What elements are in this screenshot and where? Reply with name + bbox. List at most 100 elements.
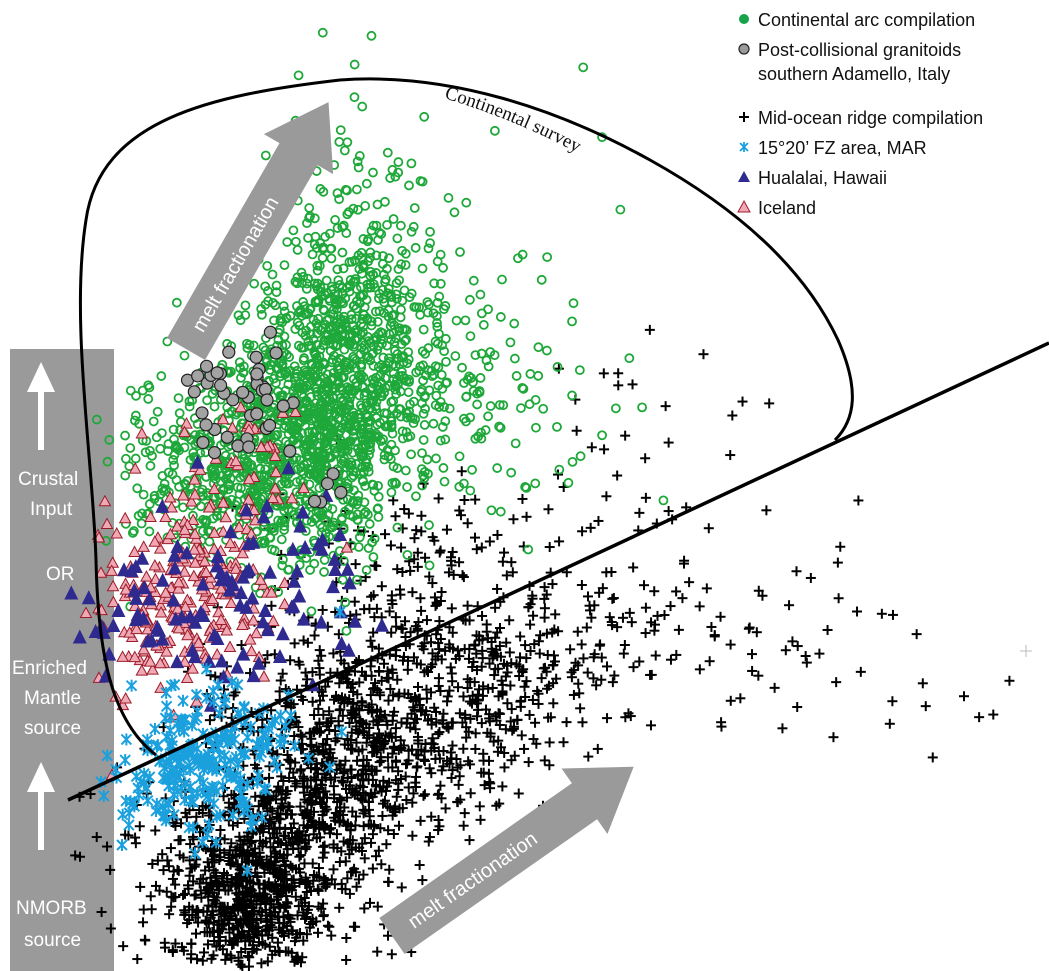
mor-point [300, 667, 311, 678]
mor-point [626, 617, 637, 628]
mor-point [296, 764, 307, 775]
legend: Continental arc compilation Post-collisi… [730, 8, 1045, 226]
arc-point [178, 502, 189, 513]
mor-point [583, 591, 594, 602]
iceland-point [249, 626, 263, 639]
mor-point [769, 682, 780, 693]
mor-point [411, 771, 422, 782]
mor-point [581, 622, 592, 633]
mor-point [1004, 675, 1015, 686]
mor-point [433, 680, 444, 691]
mor-point [504, 647, 515, 658]
mor-point [703, 523, 714, 534]
mor-point [261, 924, 272, 935]
mor-point [607, 593, 618, 604]
mor-point [166, 891, 177, 902]
arc-point [438, 463, 449, 473]
mor-point [464, 835, 475, 846]
mor-point [377, 810, 388, 821]
mor-point [197, 955, 208, 966]
mor-point [433, 493, 444, 504]
mor-point [218, 791, 229, 802]
mor-point [455, 510, 466, 521]
mor-point [535, 630, 546, 641]
fz-point [212, 678, 224, 691]
mor-point [320, 786, 331, 797]
mor-point [576, 580, 587, 591]
mor-point [447, 740, 458, 751]
arc-point [349, 92, 360, 103]
mor-point [417, 875, 428, 886]
arc-point [467, 464, 477, 475]
mor-point [390, 612, 401, 623]
mor-point [265, 864, 276, 875]
mor-point [289, 956, 300, 967]
mor-point [244, 936, 255, 947]
fz-point [190, 688, 203, 701]
mor-point [277, 668, 288, 679]
arc-point [425, 226, 435, 237]
mor-point [354, 677, 365, 688]
mor-point [458, 572, 469, 583]
fz-point [160, 700, 173, 713]
mor-point [359, 833, 370, 844]
mor-point [336, 846, 347, 857]
arc-point [418, 408, 429, 419]
mor-point [328, 864, 339, 875]
mor-point [256, 958, 267, 969]
mor-point [324, 921, 335, 932]
mor-point [694, 601, 705, 612]
arc-point [292, 244, 303, 255]
mor-point [677, 593, 688, 604]
mor-point [267, 828, 278, 839]
mor-point [780, 645, 791, 656]
arc-point [392, 233, 403, 244]
mor-point [358, 821, 369, 832]
mor-point [315, 832, 326, 843]
legend-item-hualalai: Hualalai, Hawaii [730, 166, 1045, 196]
mor-point [180, 907, 191, 918]
mor-point [628, 562, 639, 573]
mor-point [150, 825, 161, 836]
mor-point [640, 453, 651, 464]
mor-point [285, 655, 296, 666]
arc-point [341, 228, 352, 239]
arc-point [567, 316, 577, 327]
mor-point [414, 860, 425, 871]
post-collisional-point [236, 385, 250, 400]
mor-point [188, 876, 199, 887]
mor-point [525, 619, 536, 630]
mor-point [193, 917, 204, 928]
mor-point [135, 881, 146, 892]
arc-point [148, 416, 159, 427]
iceland-point [137, 540, 151, 552]
mor-point [367, 641, 378, 652]
post-collisional-point [191, 369, 205, 383]
side-label-source-bottom: source [24, 930, 81, 951]
arc-point [179, 350, 190, 361]
mor-point [523, 757, 534, 768]
iceland-point [223, 640, 237, 653]
arc-point [173, 393, 184, 403]
mor-point [251, 899, 262, 910]
arc-point [327, 504, 338, 514]
mor-point [324, 828, 335, 839]
mor-point [419, 755, 430, 766]
mor-point [974, 712, 985, 723]
mor-point [386, 949, 397, 960]
mor-point [764, 398, 775, 409]
mor-point [544, 542, 555, 553]
arc-point [260, 150, 271, 161]
arc-point [317, 253, 328, 263]
arc-point [337, 247, 348, 258]
arc-point [368, 552, 379, 562]
mor-point [359, 903, 370, 914]
arc-point [424, 560, 435, 571]
mor-point [735, 693, 746, 704]
mor-point [165, 843, 176, 854]
mor-point [262, 650, 273, 661]
legend-item-continental-arc: Continental arc compilation [730, 8, 1045, 38]
mor-point [453, 682, 464, 693]
mor-point [286, 947, 297, 958]
mor-point [553, 469, 564, 480]
